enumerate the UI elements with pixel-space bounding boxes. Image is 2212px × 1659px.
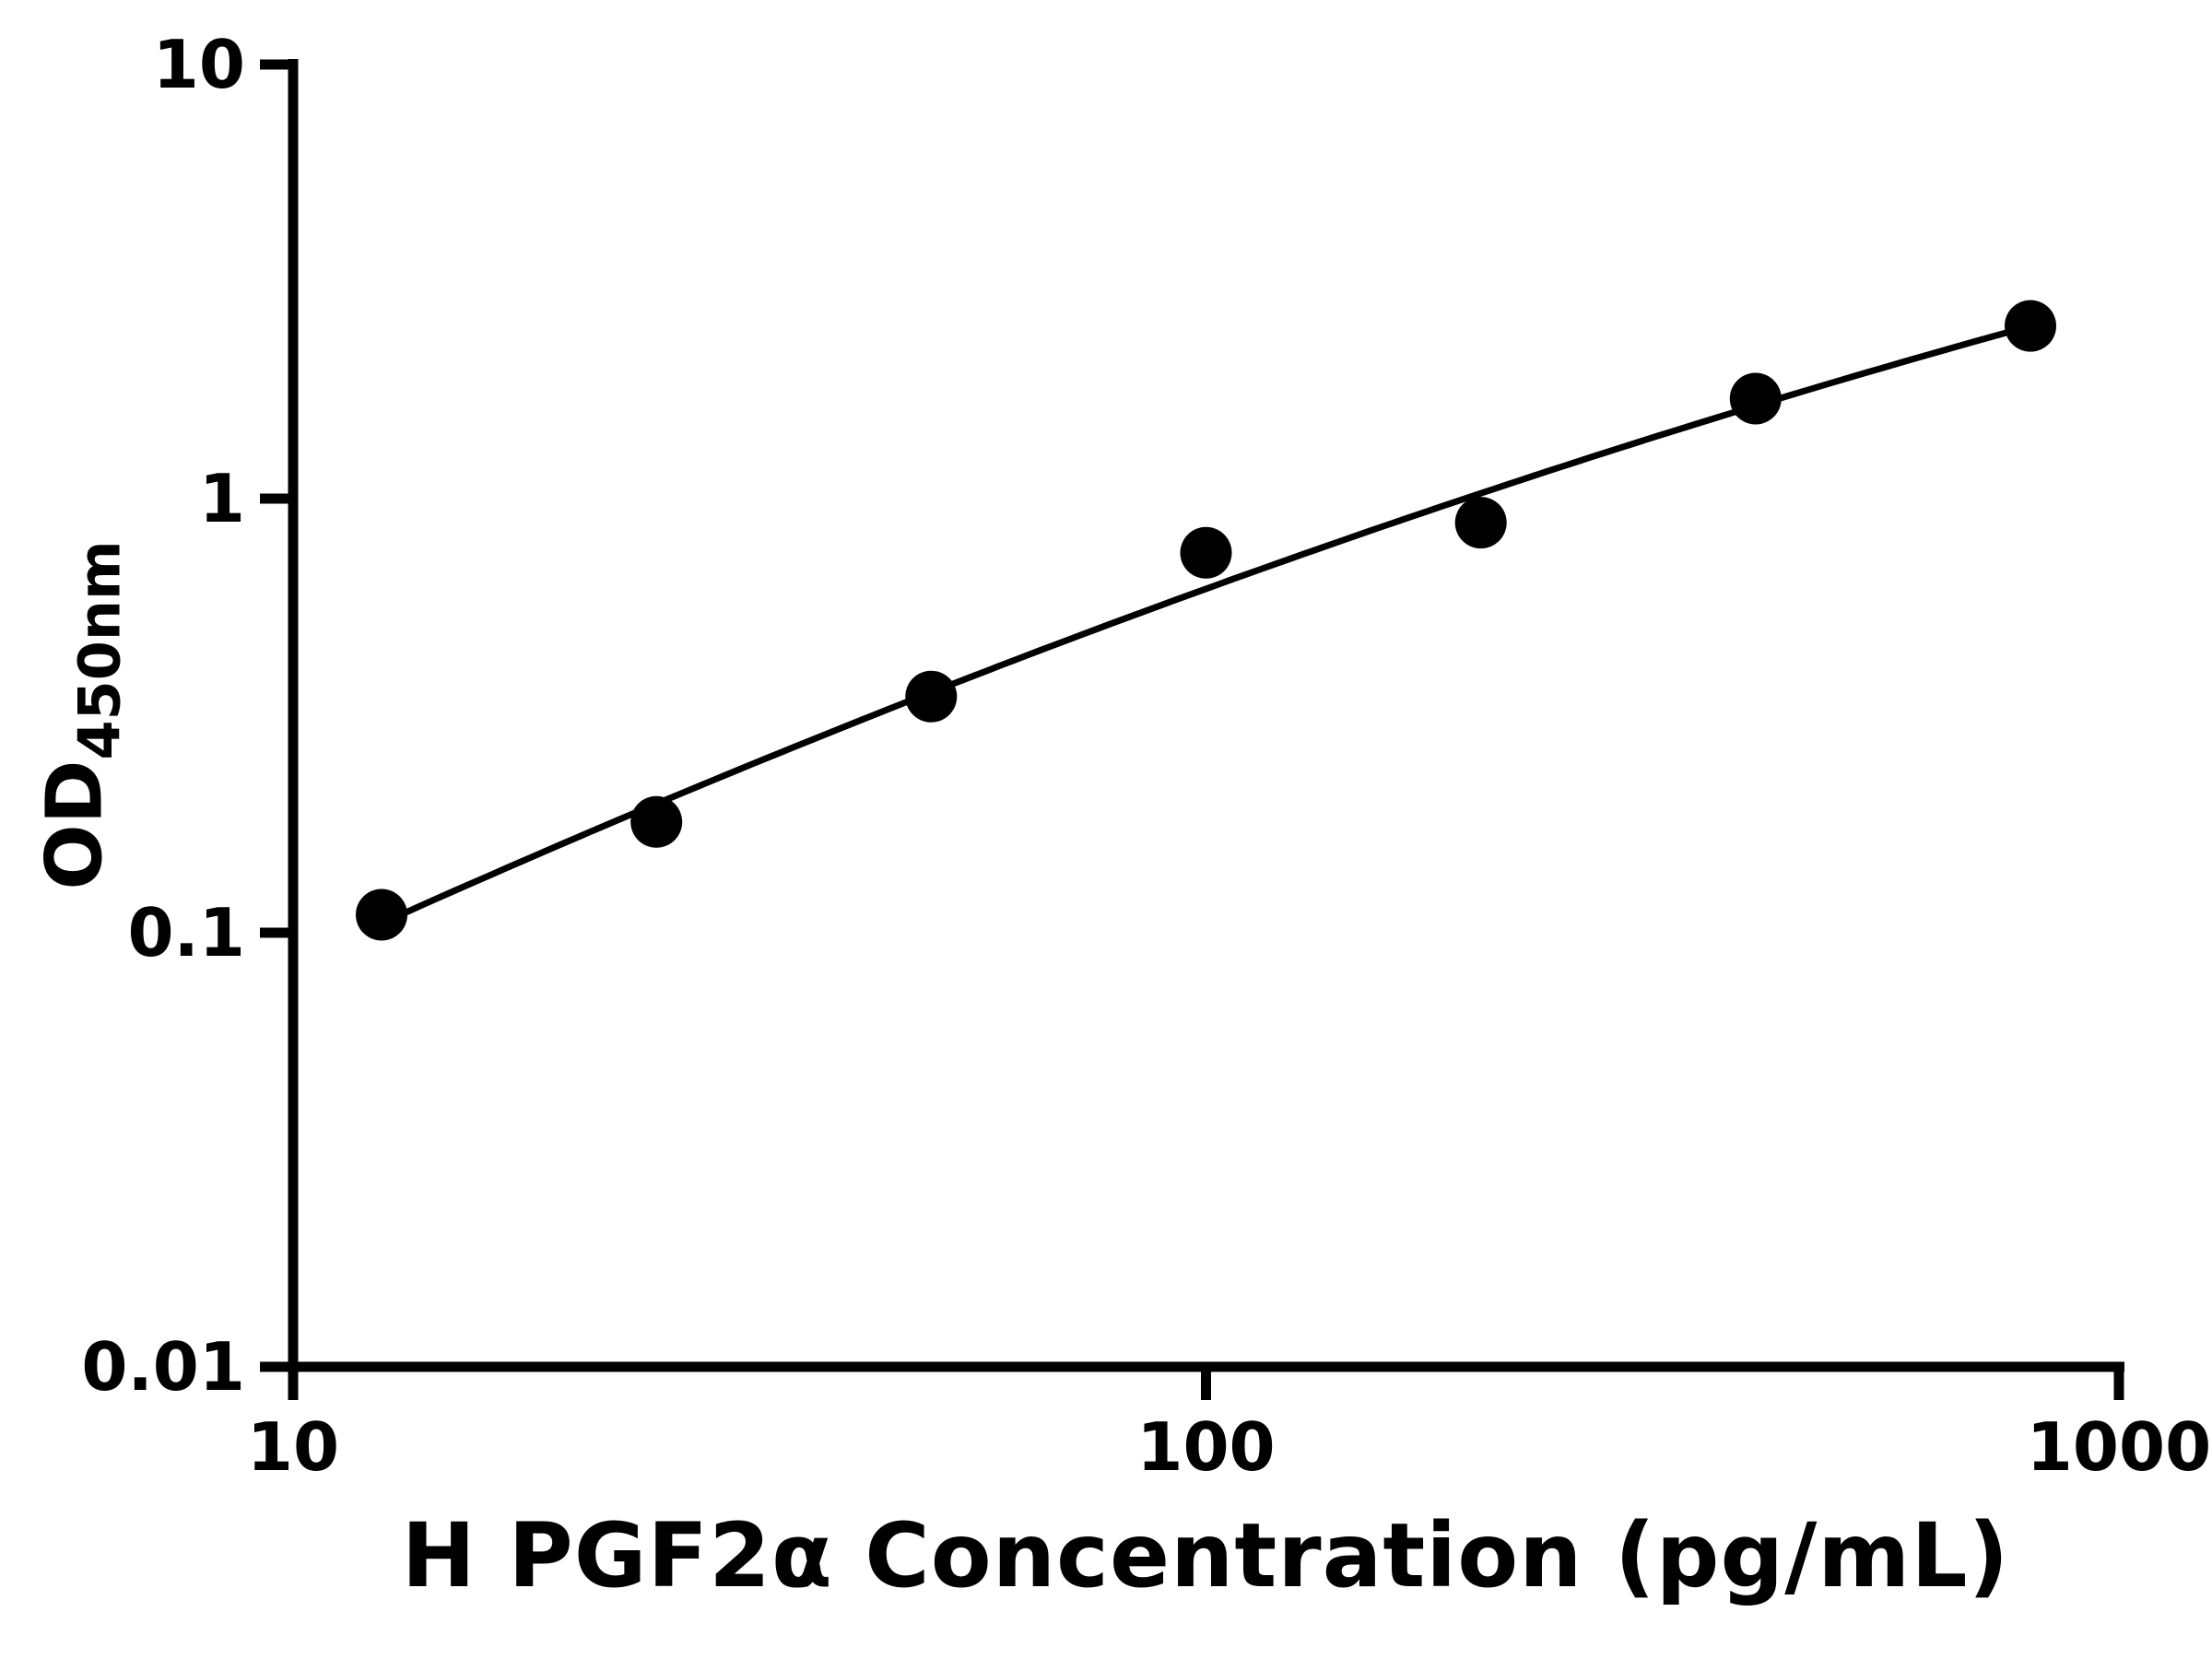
y-axis-label-main: OD xyxy=(29,759,120,890)
fit-curve xyxy=(380,323,2031,926)
x-axis-label: H PGF2α Concentration (pg/mL) xyxy=(401,1504,2010,1607)
x-tick-label: 1000 xyxy=(2027,1408,2211,1486)
data-point xyxy=(630,795,683,848)
data-point xyxy=(1180,526,1232,579)
data-point xyxy=(356,888,407,941)
x-tick-label: 100 xyxy=(1136,1408,1275,1486)
y-tick-label: 0.1 xyxy=(127,894,245,971)
data-point xyxy=(1454,497,1507,549)
y-axis-label-subscript: 450nm xyxy=(65,540,134,760)
data-point xyxy=(2005,300,2056,352)
data-point xyxy=(1729,372,1782,425)
data-point xyxy=(905,670,958,723)
y-tick-label: 1 xyxy=(199,460,245,537)
x-tick-label: 10 xyxy=(247,1408,339,1486)
y-axis-label: OD450nm xyxy=(29,540,134,889)
y-tick-label: 0.01 xyxy=(81,1328,245,1406)
y-tick-label: 10 xyxy=(153,26,245,103)
